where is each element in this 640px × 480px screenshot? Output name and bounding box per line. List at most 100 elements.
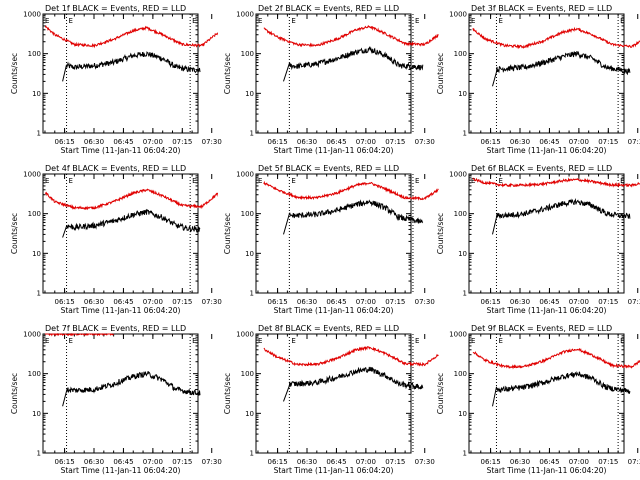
y-axis-label: Counts/sec xyxy=(10,213,19,254)
event-marker-label: E xyxy=(471,337,475,345)
x-tick-label: 07:00 xyxy=(569,138,589,146)
y-axis-label: Counts/sec xyxy=(10,53,19,94)
y-tick-label: 1 xyxy=(37,450,41,458)
event-marker-label: E xyxy=(192,337,196,345)
x-tick-label: 06:15 xyxy=(480,298,500,306)
x-tick-label: 07:15 xyxy=(598,298,618,306)
panel-title: Det 7f BLACK = Events, RED = LLD xyxy=(45,324,186,333)
y-tick-label: 1000 xyxy=(236,11,254,19)
y-tick-label: 1000 xyxy=(449,171,467,179)
x-tick-label: 06:15 xyxy=(267,458,287,466)
x-tick-label: 07:30 xyxy=(628,138,640,146)
event-marker-label: E xyxy=(498,177,502,185)
x-tick-label: 06:15 xyxy=(54,458,74,466)
x-tick-label: 06:30 xyxy=(297,138,317,146)
y-tick-label: 10 xyxy=(245,250,254,258)
event-marker-label: E xyxy=(415,177,419,185)
plot-frame xyxy=(255,13,412,134)
x-tick-label: 07:30 xyxy=(415,138,435,146)
events-series-line xyxy=(492,370,631,407)
event-marker-label: E xyxy=(258,17,262,25)
event-marker-label: E xyxy=(291,337,295,345)
x-tick-label: 07:00 xyxy=(356,458,376,466)
y-tick-label: 1 xyxy=(463,450,467,458)
panel-title: Det 3f BLACK = Events, RED = LLD xyxy=(471,4,612,13)
y-axis-label: Counts/sec xyxy=(223,213,232,254)
y-tick-label: 10 xyxy=(32,410,41,418)
plot-frame xyxy=(468,173,625,294)
y-axis-label: Counts/sec xyxy=(10,373,19,414)
x-tick-label: 07:00 xyxy=(143,298,163,306)
panel-title: Det 1f BLACK = Events, RED = LLD xyxy=(45,4,186,13)
event-marker-label: E xyxy=(620,337,624,345)
panel-title: Det 5f BLACK = Events, RED = LLD xyxy=(258,164,399,173)
x-tick-label: 06:15 xyxy=(480,458,500,466)
lld-series-line xyxy=(263,25,439,48)
event-marker-label: E xyxy=(69,177,73,185)
x-tick-label: 07:15 xyxy=(172,298,192,306)
x-tick-label: 07:30 xyxy=(628,298,640,306)
y-axis-label: Counts/sec xyxy=(223,373,232,414)
x-tick-label: 06:45 xyxy=(539,298,559,306)
x-axis-label: Start Time (11-Jan-11 06:04:20) xyxy=(487,466,607,475)
y-tick-label: 10 xyxy=(458,90,467,98)
y-tick-label: 1 xyxy=(463,290,467,298)
x-tick-label: 07:15 xyxy=(385,298,405,306)
x-tick-label: 07:00 xyxy=(569,458,589,466)
x-tick-label: 06:30 xyxy=(297,458,317,466)
x-axis-label: Start Time (11-Jan-11 06:04:20) xyxy=(487,146,607,155)
x-tick-label: 07:00 xyxy=(143,138,163,146)
y-tick-label: 1000 xyxy=(23,331,41,339)
x-axis-label: Start Time (11-Jan-11 06:04:20) xyxy=(274,306,394,315)
y-tick-label: 1000 xyxy=(236,331,254,339)
plot-frame xyxy=(255,333,412,454)
y-tick-label: 1 xyxy=(250,290,254,298)
x-tick-label: 06:45 xyxy=(113,298,133,306)
x-tick-label: 06:45 xyxy=(326,458,346,466)
panel-title: Det 4f BLACK = Events, RED = LLD xyxy=(45,164,186,173)
x-tick-label: 06:15 xyxy=(54,298,74,306)
event-marker-label: E xyxy=(415,337,419,345)
event-marker-label: E xyxy=(69,17,73,25)
y-tick-label: 10 xyxy=(245,410,254,418)
y-tick-label: 100 xyxy=(454,210,467,218)
x-tick-label: 07:15 xyxy=(598,458,618,466)
x-tick-label: 07:30 xyxy=(415,298,435,306)
panel-4: Det 4f BLACK = Events, RED = LLD 1 10 100 10… xyxy=(10,164,222,315)
event-marker-label: E xyxy=(498,337,502,345)
y-tick-label: 100 xyxy=(241,50,254,58)
y-tick-label: 1000 xyxy=(449,11,467,19)
y-tick-label: 100 xyxy=(454,50,467,58)
events-series-line xyxy=(492,50,631,87)
event-marker-label: E xyxy=(620,17,624,25)
plot-frame xyxy=(468,13,625,134)
panel-title: Det 2f BLACK = Events, RED = LLD xyxy=(258,4,399,13)
x-axis-label: Start Time (11-Jan-11 06:04:20) xyxy=(274,146,394,155)
x-tick-label: 07:30 xyxy=(202,138,222,146)
event-marker-label: E xyxy=(291,177,295,185)
x-tick-label: 06:30 xyxy=(510,458,530,466)
x-tick-label: 07:15 xyxy=(598,138,618,146)
lld-series-line xyxy=(263,345,439,367)
x-tick-label: 06:15 xyxy=(480,138,500,146)
x-tick-label: 07:30 xyxy=(628,458,640,466)
y-axis-label: Counts/sec xyxy=(436,53,445,94)
x-tick-label: 07:00 xyxy=(356,138,376,146)
x-tick-label: 06:45 xyxy=(539,458,559,466)
events-series-line xyxy=(62,371,201,407)
x-axis-label: Start Time (11-Jan-11 06:04:20) xyxy=(61,306,181,315)
x-axis-label: Start Time (11-Jan-11 06:04:20) xyxy=(61,146,181,155)
x-tick-label: 06:45 xyxy=(113,458,133,466)
panel-1: Det 1f BLACK = Events, RED = LLD 1 10 100 10… xyxy=(10,4,222,155)
x-tick-label: 06:45 xyxy=(326,298,346,306)
events-series-line xyxy=(283,46,424,82)
x-tick-label: 07:15 xyxy=(172,458,192,466)
event-marker-label: E xyxy=(471,177,475,185)
panel-3: Det 3f BLACK = Events, RED = LLD 1 10 100 10… xyxy=(436,4,640,155)
plot-frame xyxy=(468,333,625,454)
x-tick-label: 07:00 xyxy=(569,298,589,306)
event-marker-label: E xyxy=(192,17,196,25)
panel-title: Det 8f BLACK = Events, RED = LLD xyxy=(258,324,399,333)
x-tick-label: 07:00 xyxy=(356,298,376,306)
